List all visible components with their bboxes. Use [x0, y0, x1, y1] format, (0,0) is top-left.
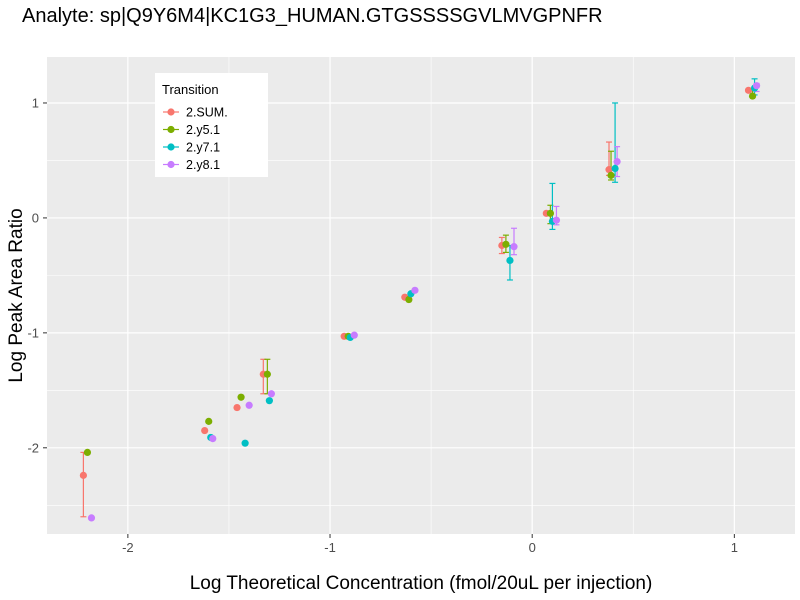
data-point [267, 390, 275, 398]
data-point [613, 157, 621, 166]
data-point [233, 403, 241, 412]
data-point [411, 286, 419, 294]
x-tick-label: 0 [529, 540, 536, 555]
data-point [201, 426, 209, 435]
legend-box [155, 73, 268, 177]
legend-key-point [167, 125, 175, 134]
y-tick-label: 1 [32, 95, 39, 110]
chart-title: Analyte: sp|Q9Y6M4|KC1G3_HUMAN.GTGSSSSGV… [22, 5, 603, 27]
data-point [611, 164, 619, 173]
data-point [605, 166, 613, 174]
data-point [607, 171, 615, 179]
data-point [265, 397, 273, 405]
y-tick-label: 0 [32, 210, 39, 225]
data-point [405, 295, 413, 304]
x-tick-label: 1 [731, 540, 738, 555]
x-tick-label: -1 [324, 540, 336, 555]
legend-label: 2.y8.1 [186, 158, 220, 172]
legend-key-point [167, 160, 175, 169]
legend-key-point [167, 108, 175, 116]
data-point [744, 86, 753, 94]
data-point [350, 331, 358, 339]
data-point [205, 417, 213, 425]
data-point [502, 240, 510, 248]
data-point [748, 92, 757, 100]
data-point [87, 514, 96, 522]
grid-lines [47, 57, 795, 534]
data-point [245, 401, 253, 409]
data-point [510, 243, 518, 251]
data-point [237, 393, 245, 401]
x-axis-title: Log Theoretical Concentration (fmol/20uL… [190, 573, 653, 594]
legend-title: Transition [162, 82, 219, 97]
axis-ticks: -2 -1 0 1 -2 -1 0 1 [27, 95, 738, 555]
data-point [552, 216, 561, 224]
data-point [752, 82, 761, 90]
legend-label: 2.SUM. [186, 106, 228, 120]
y-tick-label: -2 [27, 440, 39, 455]
data-point [209, 435, 217, 443]
data-point [83, 448, 92, 456]
legend-label: 2.y7.1 [186, 141, 220, 155]
legend-key-point [167, 143, 175, 151]
data-point [79, 471, 87, 479]
legend-label: 2.y5.1 [186, 123, 220, 137]
data-point [241, 439, 249, 447]
y-axis-title: Log Peak Area Ratio [6, 208, 27, 382]
data-point [263, 370, 271, 378]
y-tick-label: -1 [27, 325, 39, 340]
x-tick-label: -2 [122, 540, 134, 555]
data-point [546, 209, 554, 217]
data-points [79, 82, 761, 522]
data-point [506, 256, 514, 265]
legend: Transition 2.SUM. 2.y5.1 2.y7.1 2.y8.1 [155, 73, 268, 177]
